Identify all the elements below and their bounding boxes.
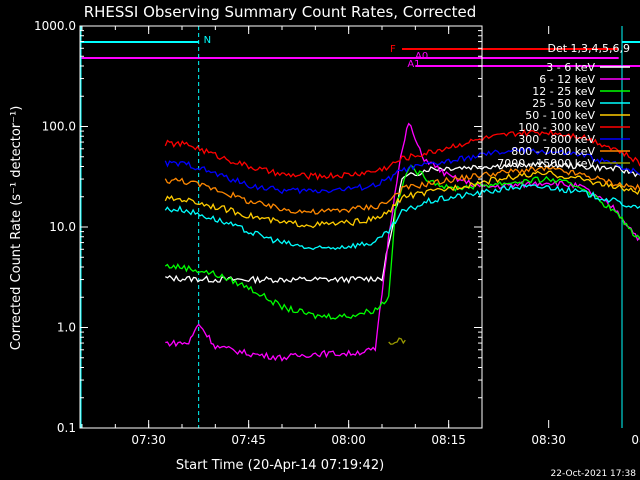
series-line-0	[165, 160, 640, 285]
legend-entry-label: 800 - 7000 keV	[511, 145, 595, 158]
series-line-3	[164, 184, 640, 251]
legend-entry-label: 50 - 100 keV	[525, 109, 595, 122]
legend-entry-label: 3 - 6 keV	[546, 61, 595, 74]
legend-entry-label: 100 - 300 keV	[518, 121, 595, 134]
y-axis-label: Corrected Count Rate (s⁻¹ detector⁻¹)	[9, 106, 24, 351]
y-tick-label: 1000.0	[34, 19, 76, 33]
axes-layer: 0.1 1.0 10.0 100.0 1000.0 07:30 07:45 08:00 08:1…	[34, 19, 640, 447]
flare-label: F	[390, 44, 396, 55]
chart-title: RHESSI Observing Summary Count Rates, Co…	[84, 3, 477, 21]
series-line-8	[388, 337, 406, 345]
legend-entry-label: 12 - 25 keV	[532, 85, 595, 98]
series-line-2	[164, 164, 640, 320]
y-tick-label: 10.0	[49, 220, 76, 234]
footer-timestamp: 22-Oct-2021 17:38	[551, 469, 637, 479]
series-line-6	[164, 146, 640, 195]
legend-entry-label: 300 - 800 keV	[518, 133, 595, 146]
series-line-4	[164, 170, 640, 229]
attenuator-label: A1	[407, 59, 420, 70]
y-tick-label: 0.1	[57, 421, 76, 435]
legend-entry-label: 25 - 50 keV	[532, 97, 595, 110]
series-layer	[164, 122, 640, 362]
x-tick-label: 08:00	[331, 433, 366, 447]
x-tick-label: 08:30	[531, 433, 566, 447]
legend-title: Det 1,3,4,5,6,9	[547, 42, 630, 55]
x-axis-label: Start Time (20-Apr-14 07:19:42)	[176, 458, 384, 473]
y-tick-label: 100.0	[42, 120, 76, 134]
saa-label: N	[204, 35, 211, 46]
series-line-1	[165, 122, 640, 362]
x-tick-label: 07:30	[131, 433, 166, 447]
series-line-5	[164, 128, 640, 181]
x-tick-label: 08:45	[631, 433, 640, 447]
attenuator-label: A0	[415, 51, 428, 62]
x-tick-label: 08:15	[431, 433, 466, 447]
series-line-7	[164, 164, 640, 215]
x-tick-label: 07:45	[231, 433, 266, 447]
legend-entry-label: 7000 - 15000 keV	[497, 157, 595, 170]
legend-entry-label: 6 - 12 keV	[539, 73, 595, 86]
y-tick-label: 1.0	[57, 321, 76, 335]
